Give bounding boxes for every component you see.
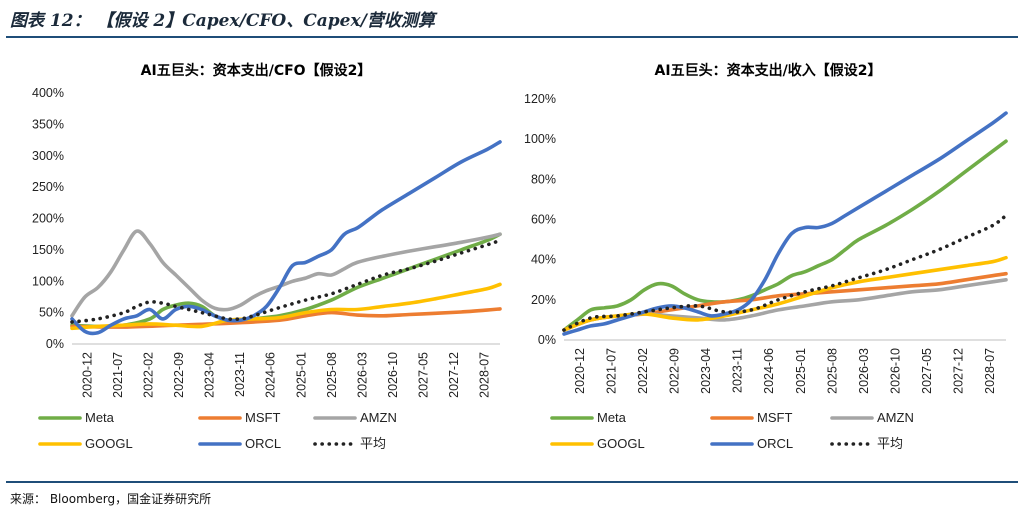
chart-title: AI五巨头：资本支出/收入【假设2】 [655,62,882,79]
x-tick-label: 2026-03 [857,348,871,394]
y-tick-label: 20% [531,293,556,307]
chart-capex-revenue: AI五巨头：资本支出/收入【假设2】 0% 20% 40% 60% 80% 100% 120%… [524,62,1008,451]
x-tick-label: 2022-02 [141,352,155,398]
source-note: 来源： Bloomberg，国金证券研究所 [10,492,212,506]
x-tick-label: 2022-02 [636,348,650,394]
x-tick-label: 2023-04 [203,352,217,398]
legend-label: AMZN [360,410,397,425]
legend-label: ORCL [757,436,793,451]
legend-label: GOOGL [85,436,133,451]
x-tick-label: 2020-12 [573,348,587,394]
legend-label: ORCL [245,436,281,451]
x-tick-label: 2025-08 [825,348,839,394]
y-tick-label: 400% [32,86,64,100]
y-tick-label: 80% [531,172,556,186]
series-line-amzn [70,229,502,318]
x-tick-label: 2027-12 [952,348,966,394]
series-line-orcl [562,111,1008,336]
y-tick-label: 350% [32,117,64,131]
top-divider [6,36,1018,38]
legend-label: AMZN [877,410,914,425]
x-tick-label: 2028-07 [478,352,492,398]
y-tick-label: 50% [39,306,64,320]
x-tick-label: 2026-10 [889,348,903,394]
series-line-googl [70,282,502,331]
series-line-orcl [70,140,502,336]
y-tick-label: 40% [531,253,556,267]
y-tick-label: 150% [32,243,64,257]
y-tick-label: 200% [32,212,64,226]
legend-label: MSFT [245,410,280,425]
bottom-divider [6,481,1018,483]
x-tick-label: 2025-01 [294,352,308,398]
y-tick-label: 250% [32,180,64,194]
x-tick-label: 2022-09 [668,348,682,394]
y-tick-label: 100% [32,274,64,288]
x-tick-label: 2025-01 [794,348,808,394]
x-tick-label: 2021-07 [111,352,125,398]
legend-label: 平均 [877,436,903,451]
x-tick-label: 2023-11 [233,352,247,397]
x-tick-label: 2023-11 [731,348,745,393]
y-tick-label: 120% [524,92,556,106]
y-tick-label: 0% [538,333,556,347]
y-tick-label: 100% [524,132,556,146]
y-tick-label: 0% [46,337,64,351]
x-tick-label: 2028-07 [983,348,997,394]
chart-capex-cfo: AI五巨头：资本支出/CFO【假设2】 0% 50% 100% 150% 200% 250%… [32,62,502,451]
legend-label: Meta [597,410,627,425]
x-tick-label: 2020-12 [80,352,94,398]
series-line-平均 [70,238,502,324]
x-tick-label: 2027-05 [920,348,934,394]
x-tick-label: 2023-04 [699,348,713,394]
series-line-meta [562,139,1008,332]
legend-label: MSFT [757,410,792,425]
legend-label: GOOGL [597,436,645,451]
x-tick-label: 2024-06 [264,352,278,398]
x-tick-label: 2021-07 [604,348,618,394]
legend-label: 平均 [360,436,386,451]
chart-title: AI五巨头：资本支出/CFO【假设2】 [141,62,372,79]
x-tick-label: 2024-06 [762,348,776,394]
x-tick-label: 2027-05 [417,352,431,398]
x-tick-label: 2027-12 [447,352,461,398]
series-line-amzn [562,278,1008,332]
y-tick-label: 60% [531,213,556,227]
legend-label: Meta [85,410,115,425]
x-tick-label: 2022-09 [172,352,186,398]
figure-title: 图表 12： 【假设 2】Capex/CFO、Capex/营收测算 [10,11,435,31]
x-tick-label: 2025-08 [325,352,339,398]
x-tick-label: 2026-10 [386,352,400,398]
y-tick-label: 300% [32,149,64,163]
x-tick-label: 2026-03 [355,352,369,398]
series-line-平均 [562,213,1008,332]
